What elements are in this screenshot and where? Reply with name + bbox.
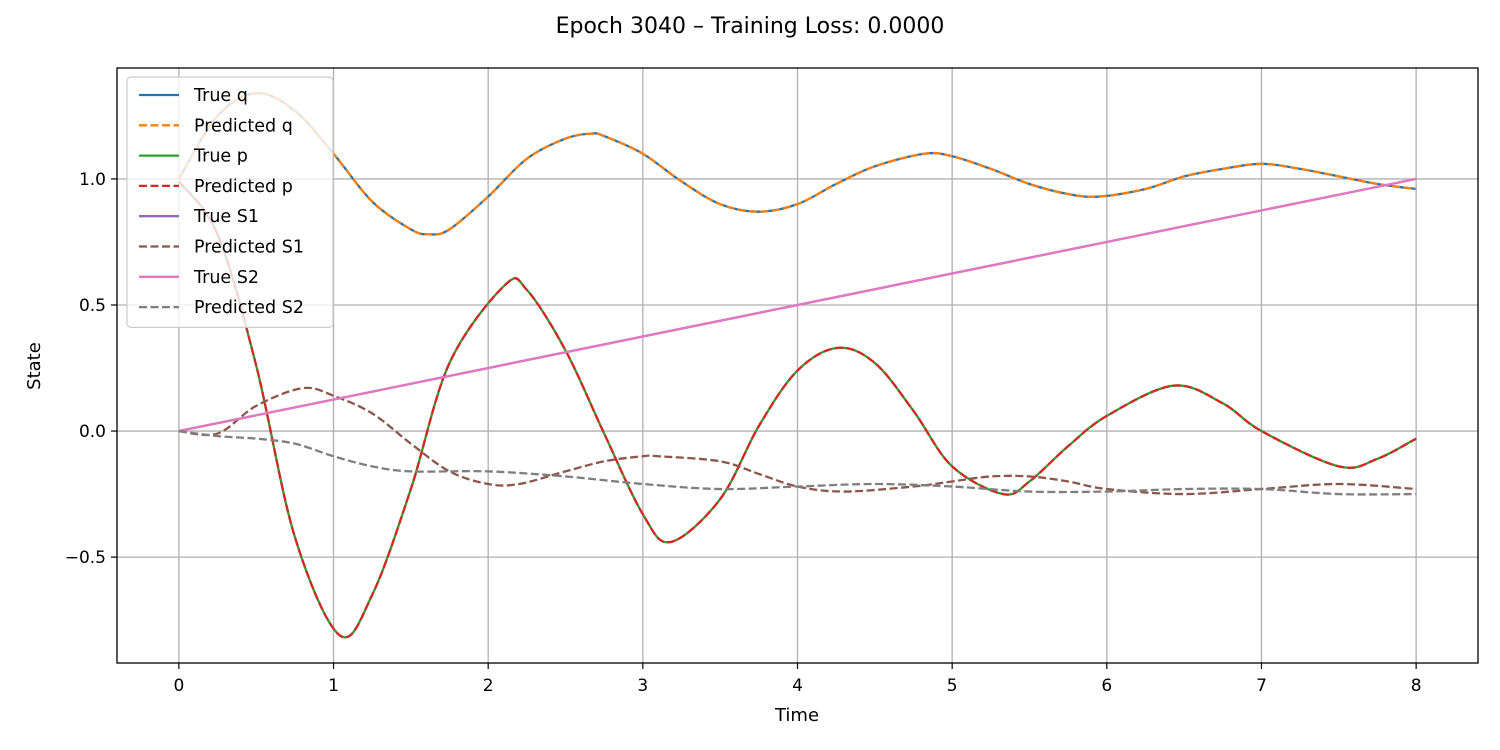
series-line-predicted-p <box>177 180 1417 639</box>
legend-label: Predicted q <box>194 116 293 136</box>
legend-label: Predicted S2 <box>194 298 304 318</box>
legend-box <box>126 76 334 328</box>
series-line-predicted-s1 <box>178 386 1417 496</box>
legend-label: True p <box>193 147 248 167</box>
y-axis-ticks: −0.5 0.0 0.5 1.0 <box>65 170 117 568</box>
x-tick-label: 8 <box>1411 676 1422 696</box>
plot-series <box>177 92 1417 639</box>
y-axis-label: State <box>24 342 45 390</box>
legend-label: True q <box>193 86 248 106</box>
x-tick-label: 3 <box>637 676 648 696</box>
legend-label: Predicted S1 <box>194 238 304 258</box>
legend-label: True S1 <box>193 207 259 227</box>
x-tick-label: 1 <box>328 676 339 696</box>
series-line-predicted-q <box>177 92 1417 236</box>
x-tick-label: 0 <box>173 676 184 696</box>
x-tick-label: 4 <box>792 676 803 696</box>
chart-title: Epoch 3040 – Training Loss: 0.0000 <box>556 14 945 39</box>
y-tick-label: −0.5 <box>65 548 106 568</box>
y-tick-label: 0.0 <box>79 422 106 442</box>
x-axis-label: Time <box>774 705 819 726</box>
x-tick-label: 6 <box>1101 676 1112 696</box>
grid-lines <box>117 68 1478 663</box>
y-tick-label: 1.0 <box>79 170 106 190</box>
series-line-true-s2 <box>178 177 1417 433</box>
legend: True q Predicted q True p Predicted p True S… <box>126 76 334 328</box>
x-tick-label: 5 <box>947 676 958 696</box>
series-line-predicted-s2 <box>178 429 1417 496</box>
legend-label: Predicted p <box>194 177 293 197</box>
x-axis-ticks: 0 1 2 3 4 5 6 7 8 <box>173 663 1422 696</box>
x-tick-label: 2 <box>483 676 494 696</box>
legend-label: True S2 <box>193 268 259 288</box>
y-tick-label: 0.5 <box>79 296 106 316</box>
x-tick-label: 7 <box>1256 676 1267 696</box>
